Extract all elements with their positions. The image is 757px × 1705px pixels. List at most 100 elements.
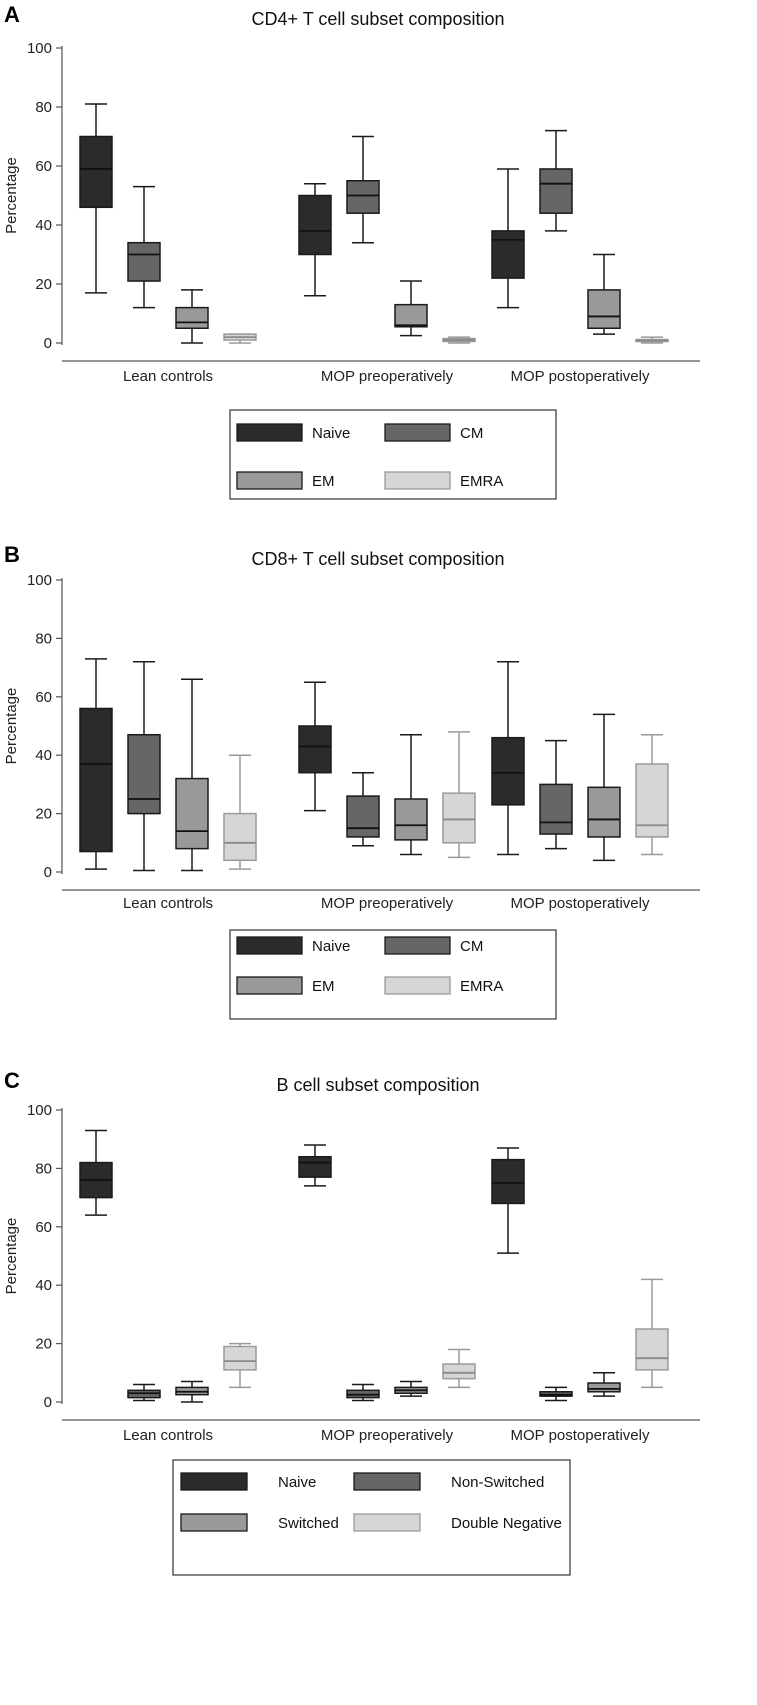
- box-iqr: [539, 783, 573, 835]
- box-iqr: [394, 303, 428, 328]
- chart-title: CD8+ T cell subset composition: [252, 549, 505, 569]
- box-em: [587, 713, 621, 862]
- box-double-negative: [223, 1342, 257, 1389]
- y-tick-label: 60: [35, 158, 52, 175]
- box-iqr: [346, 795, 380, 838]
- legend-label: CM: [460, 425, 483, 442]
- box-cm: [539, 129, 573, 232]
- box-emra: [223, 333, 257, 344]
- category-label: MOP preoperatively: [321, 895, 454, 912]
- legend-swatch: [384, 976, 451, 995]
- box-em: [175, 289, 209, 344]
- panel-a: A CD4+ T cell subset composition 0 20 40 60 80…: [3, 2, 700, 500]
- box-switched: [175, 1380, 209, 1403]
- box-iqr: [587, 786, 621, 838]
- box-iqr: [175, 306, 209, 330]
- box-emra: [635, 734, 669, 856]
- box-iqr: [346, 180, 380, 214]
- legend-swatch: [236, 423, 303, 442]
- box-iqr: [394, 798, 428, 841]
- box-non-switched: [127, 1383, 161, 1402]
- y-tick-label: 80: [35, 99, 52, 116]
- box-em: [175, 678, 209, 872]
- category-label: MOP postoperatively: [511, 1427, 650, 1444]
- y-tick-label: 20: [35, 806, 52, 823]
- panel-b: B CD8+ T cell subset composition 0 20 40 60 80…: [3, 542, 700, 1020]
- legend-label: EM: [312, 978, 335, 995]
- box-iqr: [491, 1158, 525, 1205]
- legend-label: Non-Switched: [451, 1474, 544, 1491]
- box-naive: [298, 1144, 332, 1187]
- box-em: [394, 734, 428, 856]
- box-em: [587, 253, 621, 335]
- y-tick-label: 20: [35, 276, 52, 293]
- y-tick-label: 60: [35, 689, 52, 706]
- y-tick-label: 60: [35, 1219, 52, 1236]
- y-tick-label: 0: [44, 864, 52, 881]
- legend-swatch: [180, 1472, 248, 1491]
- category-label: MOP preoperatively: [321, 1427, 454, 1444]
- box-iqr: [79, 707, 113, 853]
- y-tick-label: 20: [35, 1336, 52, 1353]
- category-label: MOP postoperatively: [511, 368, 650, 385]
- box-cm: [346, 135, 380, 244]
- box-naive: [79, 658, 113, 870]
- box-double-negative: [442, 1348, 476, 1389]
- panel-letter: B: [4, 542, 20, 567]
- box-iqr: [223, 812, 257, 862]
- y-tick-label: 40: [35, 747, 52, 764]
- panel-c: C B cell subset composition 0 20 40 60 80 100 Pe…: [3, 1068, 700, 1576]
- box-iqr: [223, 1345, 257, 1371]
- chart-title: B cell subset composition: [276, 1075, 479, 1095]
- legend-label: Switched: [278, 1515, 339, 1532]
- box-naive: [491, 1147, 525, 1254]
- category-label: Lean controls: [123, 1427, 213, 1444]
- box-iqr: [127, 734, 161, 815]
- y-axis-title: Percentage: [3, 1218, 20, 1295]
- category-label: MOP preoperatively: [321, 368, 454, 385]
- box-iqr: [298, 1155, 332, 1178]
- legend-label: Naive: [312, 938, 350, 955]
- box-iqr: [298, 194, 332, 256]
- legend-label: Naive: [278, 1474, 316, 1491]
- y-tick-label: 100: [27, 572, 52, 589]
- y-tick-label: 100: [27, 40, 52, 57]
- legend-swatch: [353, 1472, 421, 1491]
- box-iqr: [587, 1382, 621, 1393]
- y-tick-label: 0: [44, 1394, 52, 1411]
- legend-swatch: [384, 936, 451, 955]
- legend-swatch: [353, 1513, 421, 1532]
- y-tick-label: 0: [44, 335, 52, 352]
- category-label: Lean controls: [123, 368, 213, 385]
- category-label: MOP postoperatively: [511, 895, 650, 912]
- box-non-switched: [539, 1386, 573, 1402]
- legend-swatch: [384, 423, 451, 442]
- legend: Naive CM EM EMRA: [229, 409, 557, 500]
- box-naive: [298, 681, 332, 812]
- box-emra: [635, 336, 669, 344]
- box-iqr: [298, 725, 332, 774]
- legend-label: EM: [312, 473, 335, 490]
- legend-label: EMRA: [460, 473, 503, 490]
- box-emra: [442, 336, 476, 344]
- panel-letter: A: [4, 2, 20, 27]
- box-naive: [79, 103, 113, 294]
- box-iqr: [442, 792, 476, 844]
- box-iqr: [127, 241, 161, 282]
- legend-label: Double Negative: [451, 1515, 562, 1532]
- y-axis-title: Percentage: [3, 157, 20, 234]
- y-axis-title: Percentage: [3, 688, 20, 765]
- box-iqr: [442, 1363, 476, 1380]
- legend-swatch: [180, 1513, 248, 1532]
- legend-swatch: [236, 936, 303, 955]
- box-emra: [442, 731, 476, 859]
- box-naive: [298, 182, 332, 297]
- box-iqr: [587, 289, 621, 329]
- box-naive: [79, 1129, 113, 1216]
- legend-swatch: [384, 471, 451, 490]
- chart-title: CD4+ T cell subset composition: [252, 9, 505, 29]
- box-iqr: [635, 1328, 669, 1371]
- legend-label: EMRA: [460, 978, 503, 995]
- box-cm: [539, 739, 573, 850]
